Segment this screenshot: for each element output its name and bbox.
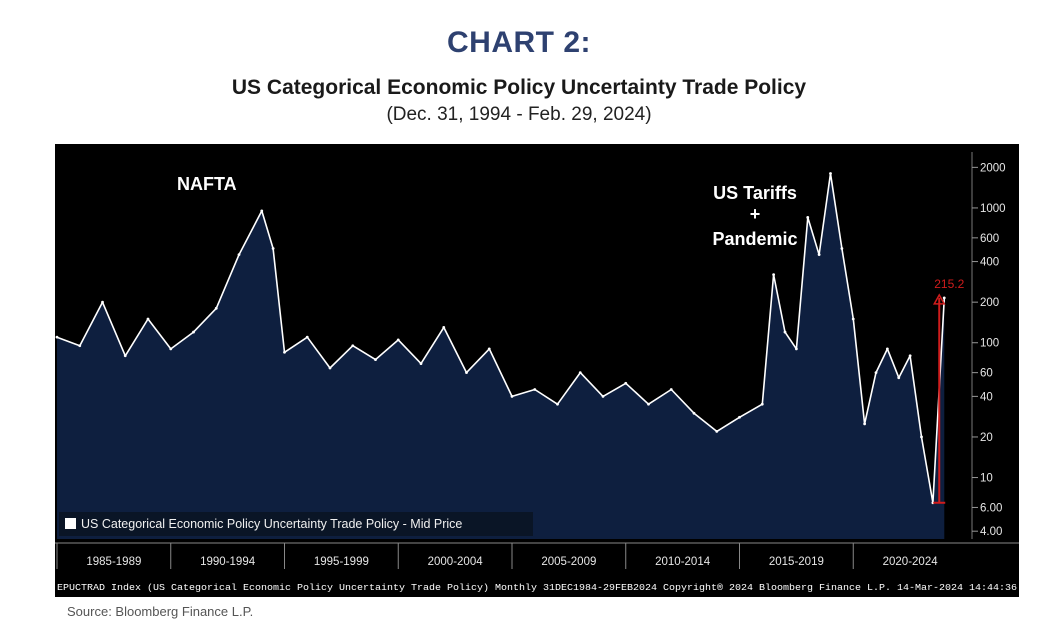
- last-value-marker: [932, 293, 946, 305]
- plot-area: 215.2: [55, 172, 965, 539]
- series-area: [57, 173, 945, 539]
- data-point: [829, 172, 832, 175]
- data-point: [794, 347, 798, 351]
- x-tick-label: 1985-1989: [86, 556, 141, 568]
- chart-title: US Categorical Economic Policy Uncertain…: [231, 76, 807, 99]
- data-point: [328, 366, 332, 370]
- data-point: [101, 300, 104, 304]
- x-tick-label: 2015-2019: [769, 556, 824, 568]
- data-point: [396, 338, 400, 342]
- data-point: [783, 330, 787, 334]
- data-point: [840, 247, 844, 250]
- y-tick-label: 600: [980, 233, 999, 245]
- data-point: [260, 209, 264, 213]
- y-tick-label: 200: [980, 297, 999, 309]
- x-tick-label: 1995-1999: [314, 556, 369, 568]
- data-point: [146, 317, 150, 321]
- y-tick-label: 6.00: [980, 502, 1002, 514]
- data-point: [885, 347, 889, 351]
- x-axis: 1985-1989 1990-1994 1995-1999 2000-2004 2005…: [55, 542, 1019, 569]
- data-point: [738, 415, 741, 419]
- y-tick-label: 100: [980, 338, 999, 350]
- data-point: [271, 247, 275, 250]
- y-tick-label: 20: [980, 432, 993, 444]
- source-note: Source: Bloomberg Finance L.P.: [67, 604, 254, 619]
- legend-label: US Categorical Economic Policy Uncertain…: [81, 517, 462, 531]
- data-point: [487, 347, 491, 351]
- y-tick-label: 2000: [980, 162, 1006, 174]
- data-point: [942, 296, 946, 300]
- annotation-pandemic: Pandemic: [712, 229, 797, 249]
- data-point: [351, 344, 355, 348]
- x-tick-label: 1990-1994: [200, 556, 256, 568]
- data-point: [442, 325, 446, 329]
- x-tick-label: 2005-2009: [541, 556, 596, 568]
- legend: US Categorical Economic Policy Uncertain…: [59, 512, 533, 536]
- data-point: [772, 273, 776, 277]
- data-point: [851, 317, 855, 321]
- x-tick-label: 2020-2024: [883, 556, 939, 568]
- y-tick-label: 40: [980, 391, 993, 403]
- x-tick-label: 2010-2014: [655, 556, 711, 568]
- data-point: [817, 253, 821, 257]
- data-point: [806, 216, 810, 219]
- y-tick-label: 4.00: [980, 526, 1002, 538]
- chart: 215.2 2000 1000 600 400 200 100 60 40 20 10 6.00 4.…: [55, 144, 1019, 597]
- y-tick-label: 10: [980, 473, 993, 485]
- data-point: [601, 394, 605, 398]
- annotation-us-tariffs: US Tariffs: [713, 183, 797, 203]
- data-point: [192, 330, 195, 334]
- data-point: [419, 362, 423, 366]
- data-point: [647, 402, 650, 406]
- data-point: [214, 306, 218, 310]
- data-point: [283, 350, 286, 354]
- data-point: [305, 335, 309, 339]
- last-value-label: 215.2: [934, 277, 964, 291]
- chart-number: CHART 2:: [447, 26, 591, 59]
- data-point: [533, 388, 537, 391]
- data-point: [237, 253, 241, 257]
- data-point: [874, 371, 878, 375]
- data-point: [692, 411, 696, 415]
- annotation-nafta: NAFTA: [177, 174, 237, 194]
- legend-box: [59, 512, 533, 536]
- x-tick-label: 2000-2004: [428, 556, 484, 568]
- annotation-plus: +: [750, 204, 761, 224]
- bloomberg-footer: EPUCTRAD Index (US Categorical Economic …: [57, 582, 1017, 593]
- data-point: [55, 335, 59, 339]
- data-point: [78, 344, 82, 348]
- y-tick-label: 400: [980, 257, 999, 269]
- data-point: [465, 371, 468, 375]
- data-point: [897, 376, 901, 380]
- data-point: [374, 358, 377, 361]
- data-point: [578, 371, 582, 375]
- data-point: [624, 381, 628, 385]
- data-point: [760, 402, 764, 406]
- data-point: [908, 354, 912, 358]
- data-point: [863, 422, 867, 426]
- data-point: [715, 429, 719, 433]
- data-point: [669, 388, 673, 391]
- y-tick-label: 60: [980, 368, 993, 380]
- legend-swatch: [65, 518, 76, 529]
- chart-subtitle: (Dec. 31, 1994 - Feb. 29, 2024): [386, 104, 652, 125]
- data-point: [920, 435, 923, 439]
- data-point: [556, 402, 559, 406]
- y-axis: 2000 1000 600 400 200 100 60 40 20 10 6.00 4.00: [971, 152, 1006, 539]
- data-point: [510, 394, 514, 398]
- data-point: [169, 347, 173, 351]
- y-tick-label: 1000: [980, 203, 1006, 215]
- data-point: [123, 354, 127, 358]
